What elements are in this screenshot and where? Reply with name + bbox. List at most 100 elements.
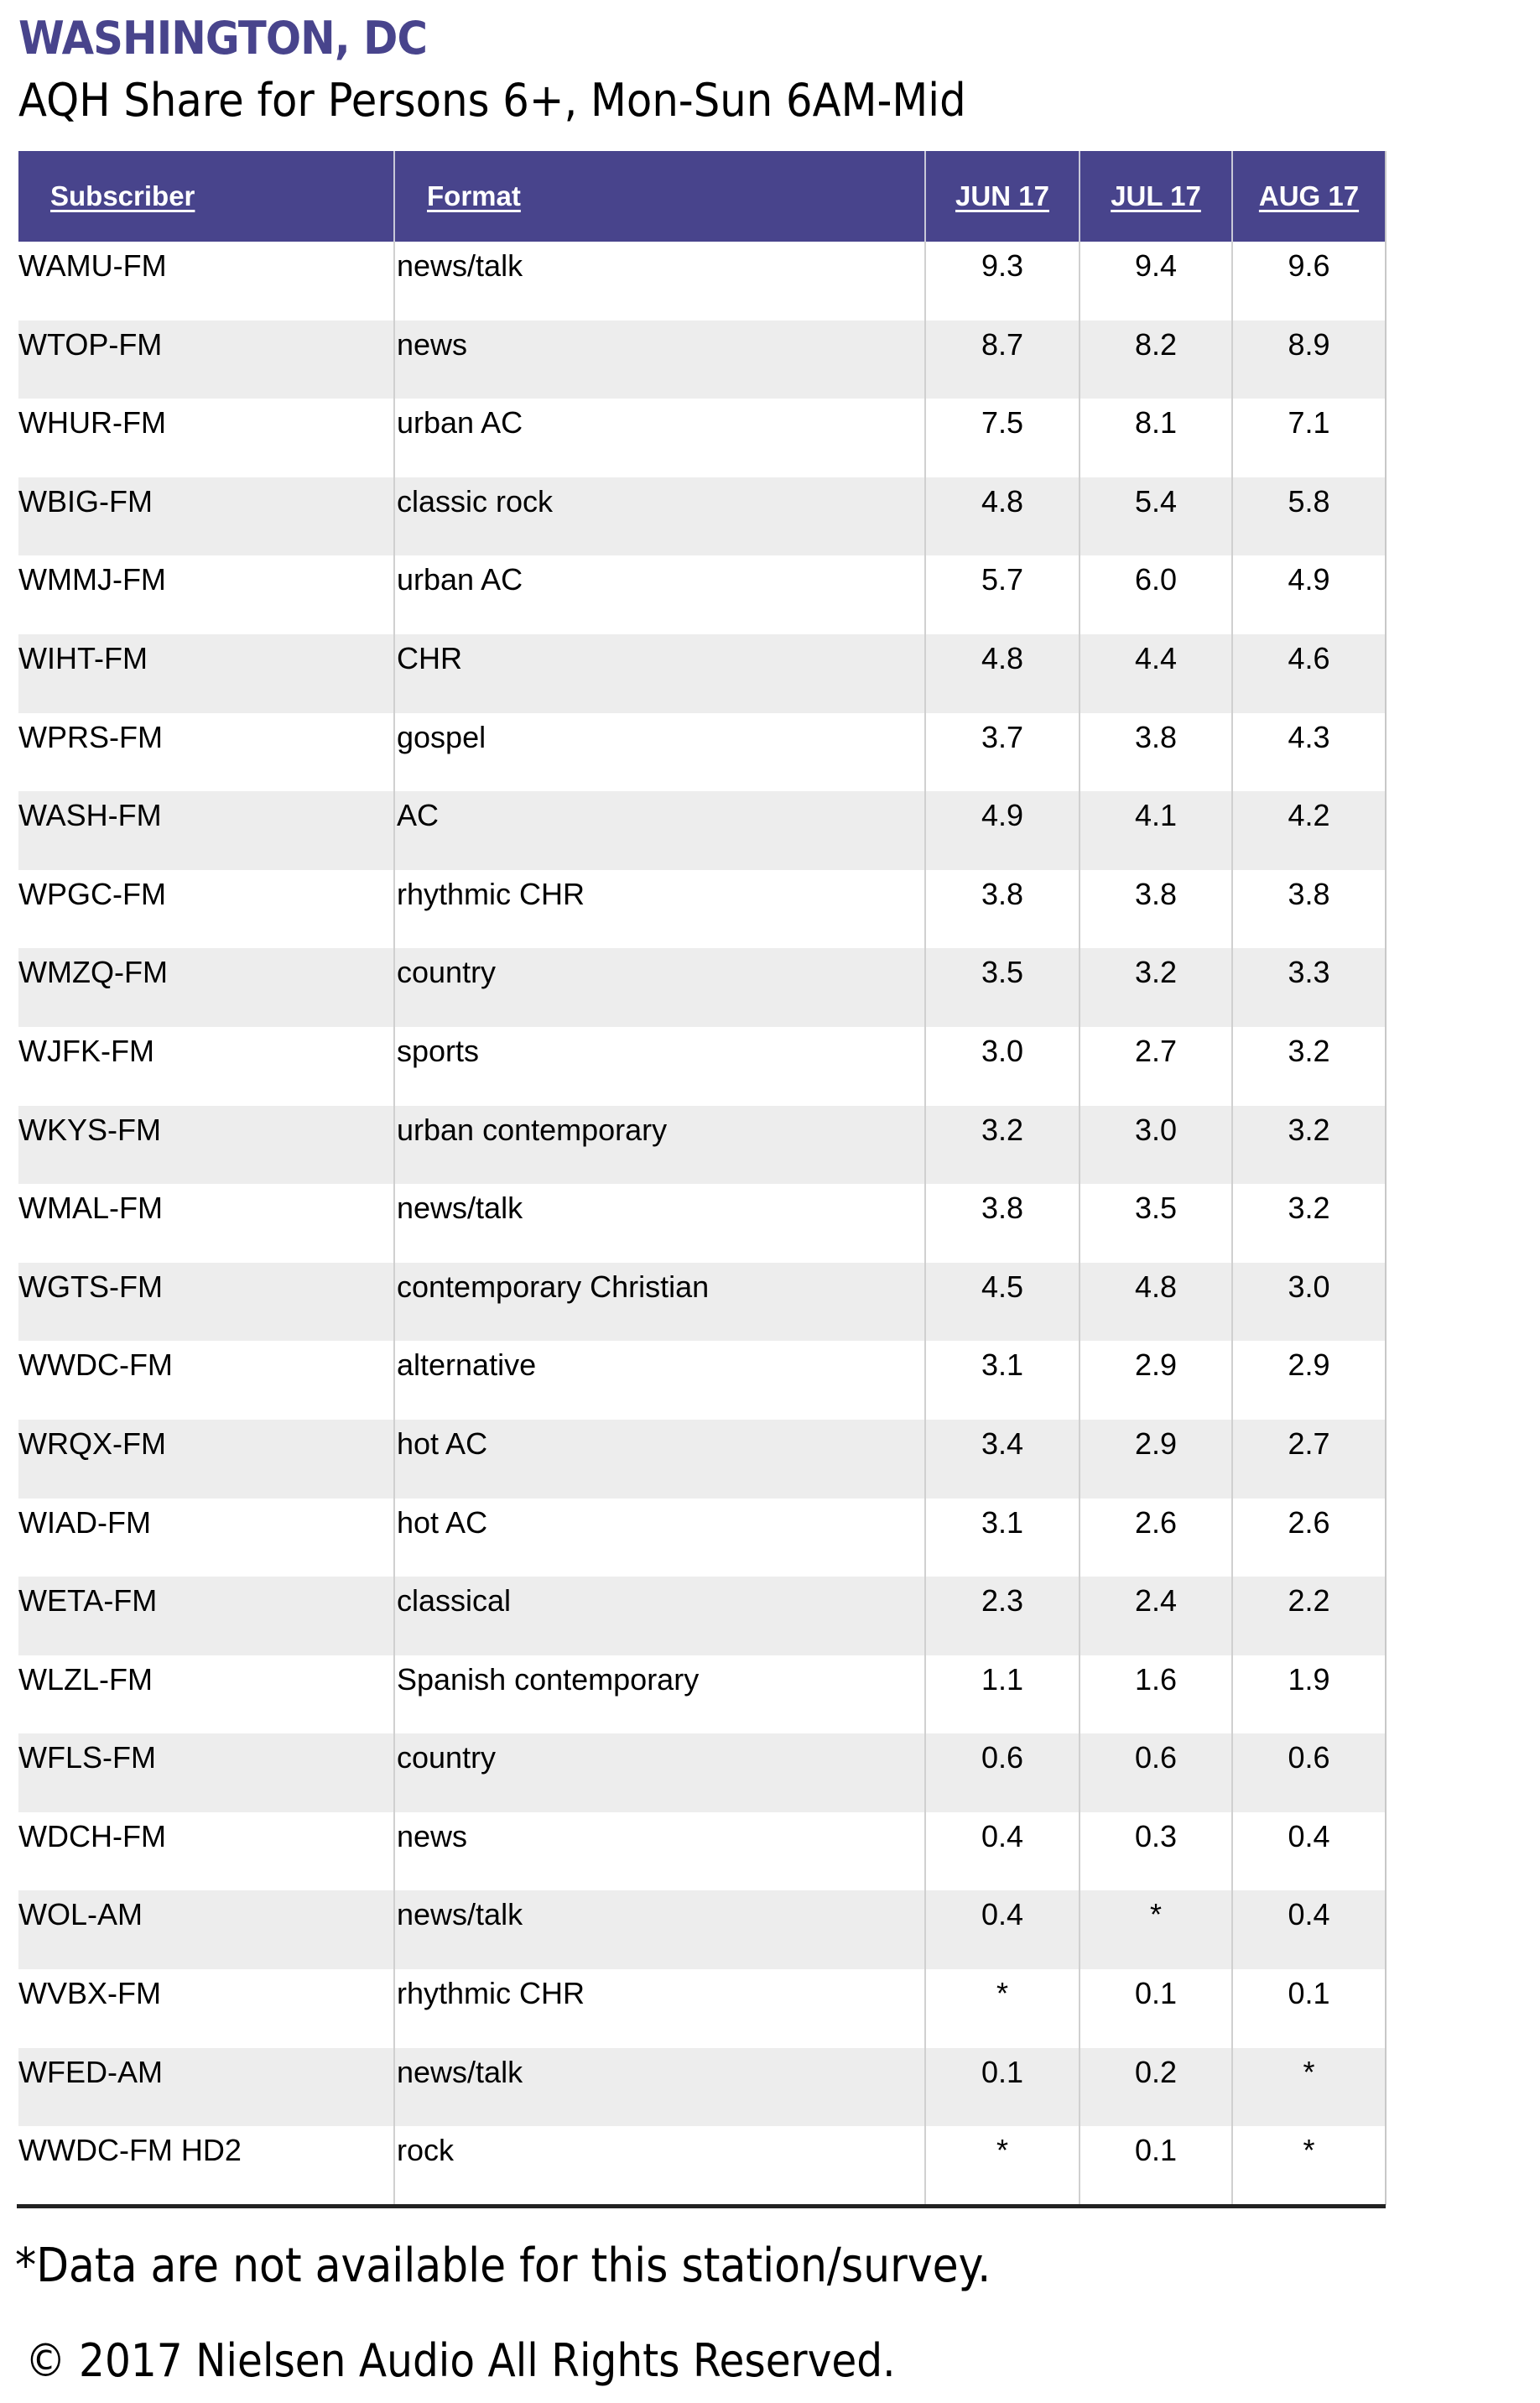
table-row: WWDC-FM HD2 rock * 0.1 * <box>18 2126 1387 2205</box>
aug17-cell: 4.9 <box>1232 555 1387 634</box>
jul17-cell: 8.1 <box>1080 399 1233 477</box>
aug17-cell: 2.9 <box>1232 1341 1387 1420</box>
table-row: WASH-FM AC 4.9 4.1 4.2 <box>18 791 1387 870</box>
jun17-cell: 0.1 <box>925 2047 1080 2127</box>
format-cell: sports <box>394 1026 926 1106</box>
jul17-cell: 3.0 <box>1080 1105 1233 1185</box>
jun17-cell: 1.1 <box>925 1655 1080 1734</box>
jun17-cell: * <box>925 2126 1080 2205</box>
aug17-cell: 3.3 <box>1232 948 1387 1027</box>
format-cell: news/talk <box>394 2047 926 2127</box>
format-cell: CHR <box>394 633 926 713</box>
header-row: Subscriber Format JUN 17 JUL 17 AUG 17 <box>18 151 1387 242</box>
aug17-cell: 9.6 <box>1232 242 1387 321</box>
table-row: WBIG-FM classic rock 4.8 5.4 5.8 <box>18 477 1387 556</box>
aug17-cell: 3.0 <box>1232 1262 1387 1342</box>
station-cell: WLZL-FM <box>18 1655 395 1734</box>
jul17-cell: 2.9 <box>1080 1341 1233 1420</box>
format-cell: news/talk <box>394 242 926 321</box>
format-cell: classic rock <box>394 477 926 556</box>
format-cell: news <box>394 1811 926 1891</box>
sort-link-jun17[interactable]: JUN 17 <box>955 180 1049 211</box>
jul17-cell: 1.6 <box>1080 1655 1233 1734</box>
jun17-cell: 4.9 <box>925 791 1080 870</box>
jun17-cell: 0.4 <box>925 1890 1080 1970</box>
table-row: WIAD-FM hot AC 3.1 2.6 2.6 <box>18 1498 1387 1577</box>
station-cell: WFLS-FM <box>18 1733 395 1812</box>
format-cell: urban contemporary <box>394 1105 926 1185</box>
format-cell: classical <box>394 1577 926 1655</box>
table-row: WJFK-FM sports 3.0 2.7 3.2 <box>18 1026 1387 1106</box>
aug17-cell: 2.7 <box>1232 1419 1387 1499</box>
jul17-cell: 0.2 <box>1080 2047 1233 2127</box>
column-header-format[interactable]: Format <box>394 151 926 242</box>
column-header-jun17[interactable]: JUN 17 <box>925 151 1080 242</box>
format-cell: news <box>394 320 926 399</box>
table-row: WTOP-FM news 8.7 8.2 8.9 <box>18 320 1387 399</box>
jul17-cell: 2.4 <box>1080 1577 1233 1655</box>
station-cell: WFED-AM <box>18 2047 395 2127</box>
station-cell: WMZQ-FM <box>18 948 395 1027</box>
jun17-cell: 3.4 <box>925 1419 1080 1499</box>
jul17-cell: 0.6 <box>1080 1733 1233 1812</box>
jun17-cell: 3.2 <box>925 1105 1080 1185</box>
aug17-cell: 2.6 <box>1232 1498 1387 1577</box>
sort-link-subscriber[interactable]: Subscriber <box>50 180 195 211</box>
jul17-cell: 3.8 <box>1080 869 1233 949</box>
table-row: WOL-AM news/talk 0.4 * 0.4 <box>18 1890 1387 1970</box>
aug17-cell: 5.8 <box>1232 477 1387 556</box>
jun17-cell: 9.3 <box>925 242 1080 321</box>
table-row: WRQX-FM hot AC 3.4 2.9 2.7 <box>18 1419 1387 1499</box>
jul17-cell: 3.5 <box>1080 1184 1233 1263</box>
jul17-cell: 2.9 <box>1080 1419 1233 1499</box>
format-cell: urban AC <box>394 555 926 634</box>
format-cell: news/talk <box>394 1890 926 1970</box>
jun17-cell: 3.8 <box>925 869 1080 949</box>
station-cell: WTOP-FM <box>18 320 395 399</box>
aug17-cell: 3.2 <box>1232 1184 1387 1263</box>
jun17-cell: 3.1 <box>925 1498 1080 1577</box>
station-cell: WRQX-FM <box>18 1419 395 1499</box>
jun17-cell: 0.4 <box>925 1811 1080 1891</box>
sort-link-aug17[interactable]: AUG 17 <box>1258 180 1360 211</box>
aug17-cell: * <box>1232 2047 1387 2127</box>
sort-link-jul17[interactable]: JUL 17 <box>1111 180 1201 211</box>
format-cell: Spanish contemporary <box>394 1655 926 1734</box>
station-cell: WIHT-FM <box>18 633 395 713</box>
jun17-cell: 3.0 <box>925 1026 1080 1106</box>
jul17-cell: 9.4 <box>1080 242 1233 321</box>
sort-link-format[interactable]: Format <box>427 180 521 211</box>
jun17-cell: 2.3 <box>925 1577 1080 1655</box>
format-cell: hot AC <box>394 1498 926 1577</box>
jun17-cell: 3.5 <box>925 948 1080 1027</box>
table-row: WMAL-FM news/talk 3.8 3.5 3.2 <box>18 1184 1387 1263</box>
jul17-cell: 2.6 <box>1080 1498 1233 1577</box>
station-cell: WIAD-FM <box>18 1498 395 1577</box>
station-cell: WHUR-FM <box>18 399 395 477</box>
column-header-subscriber[interactable]: Subscriber <box>18 151 395 242</box>
jul17-cell: 0.3 <box>1080 1811 1233 1891</box>
jun17-cell: 4.8 <box>925 633 1080 713</box>
station-cell: WVBX-FM <box>18 1969 395 2048</box>
aug17-cell: 7.1 <box>1232 399 1387 477</box>
column-header-aug17[interactable]: AUG 17 <box>1232 151 1387 242</box>
format-cell: country <box>394 948 926 1027</box>
column-header-jul17[interactable]: JUL 17 <box>1080 151 1233 242</box>
table-row: WDCH-FM news 0.4 0.3 0.4 <box>18 1811 1387 1891</box>
table-row: WMZQ-FM country 3.5 3.2 3.3 <box>18 948 1387 1027</box>
aug17-cell: 2.2 <box>1232 1577 1387 1655</box>
jul17-cell: 4.4 <box>1080 633 1233 713</box>
jul17-cell: 0.1 <box>1080 1969 1233 2048</box>
station-cell: WAMU-FM <box>18 242 395 321</box>
jun17-cell: * <box>925 1969 1080 2048</box>
station-cell: WWDC-FM HD2 <box>18 2126 395 2205</box>
jul17-cell: 4.1 <box>1080 791 1233 870</box>
station-cell: WGTS-FM <box>18 1262 395 1342</box>
jun17-cell: 3.7 <box>925 712 1080 792</box>
table-row: WLZL-FM Spanish contemporary 1.1 1.6 1.9 <box>18 1655 1387 1734</box>
jun17-cell: 3.1 <box>925 1341 1080 1420</box>
station-cell: WWDC-FM <box>18 1341 395 1420</box>
table-row: WPRS-FM gospel 3.7 3.8 4.3 <box>18 712 1387 792</box>
aug17-cell: 4.2 <box>1232 791 1387 870</box>
table-row: WVBX-FM rhythmic CHR * 0.1 0.1 <box>18 1969 1387 2048</box>
